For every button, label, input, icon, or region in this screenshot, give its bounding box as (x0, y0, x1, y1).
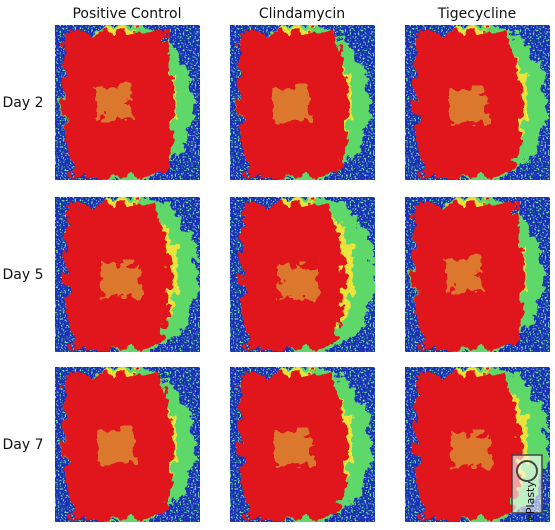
inner-zone (271, 87, 309, 121)
row-label: Day 7 (2, 437, 43, 453)
watermark: ePlasty (524, 481, 537, 521)
column-headers: Positive Control Clindamycin Tigecycline (72, 6, 516, 22)
row-label: Day 2 (2, 95, 43, 111)
heatmap-panel (55, 25, 200, 180)
heatmap-panel (55, 367, 200, 522)
inner-zone (452, 433, 490, 467)
watermark-box: ePlasty (511, 454, 543, 521)
heatmap-panel (405, 25, 550, 180)
inner-zone (274, 431, 312, 465)
inner-zone (443, 257, 481, 291)
row-labels: Day 2 Day 5 Day 7 (2, 95, 43, 453)
heatmap-panel (230, 197, 375, 352)
inner-zone (280, 265, 318, 299)
watermark-logo (516, 460, 538, 482)
heatmap-panel (230, 367, 375, 522)
row-label: Day 5 (2, 267, 43, 283)
inner-zone (449, 89, 487, 123)
column-header: Clindamycin (259, 6, 345, 22)
column-header: Positive Control (72, 6, 181, 22)
heatmap-panel (405, 197, 550, 352)
column-header: Tigecycline (437, 6, 516, 22)
inner-zone (102, 263, 140, 297)
heatmap-panel (230, 25, 375, 180)
heatmap-panel (55, 197, 200, 352)
panels (55, 25, 550, 522)
inner-zone (93, 85, 131, 119)
watermark-frame (511, 454, 543, 514)
inner-zone (96, 429, 134, 463)
